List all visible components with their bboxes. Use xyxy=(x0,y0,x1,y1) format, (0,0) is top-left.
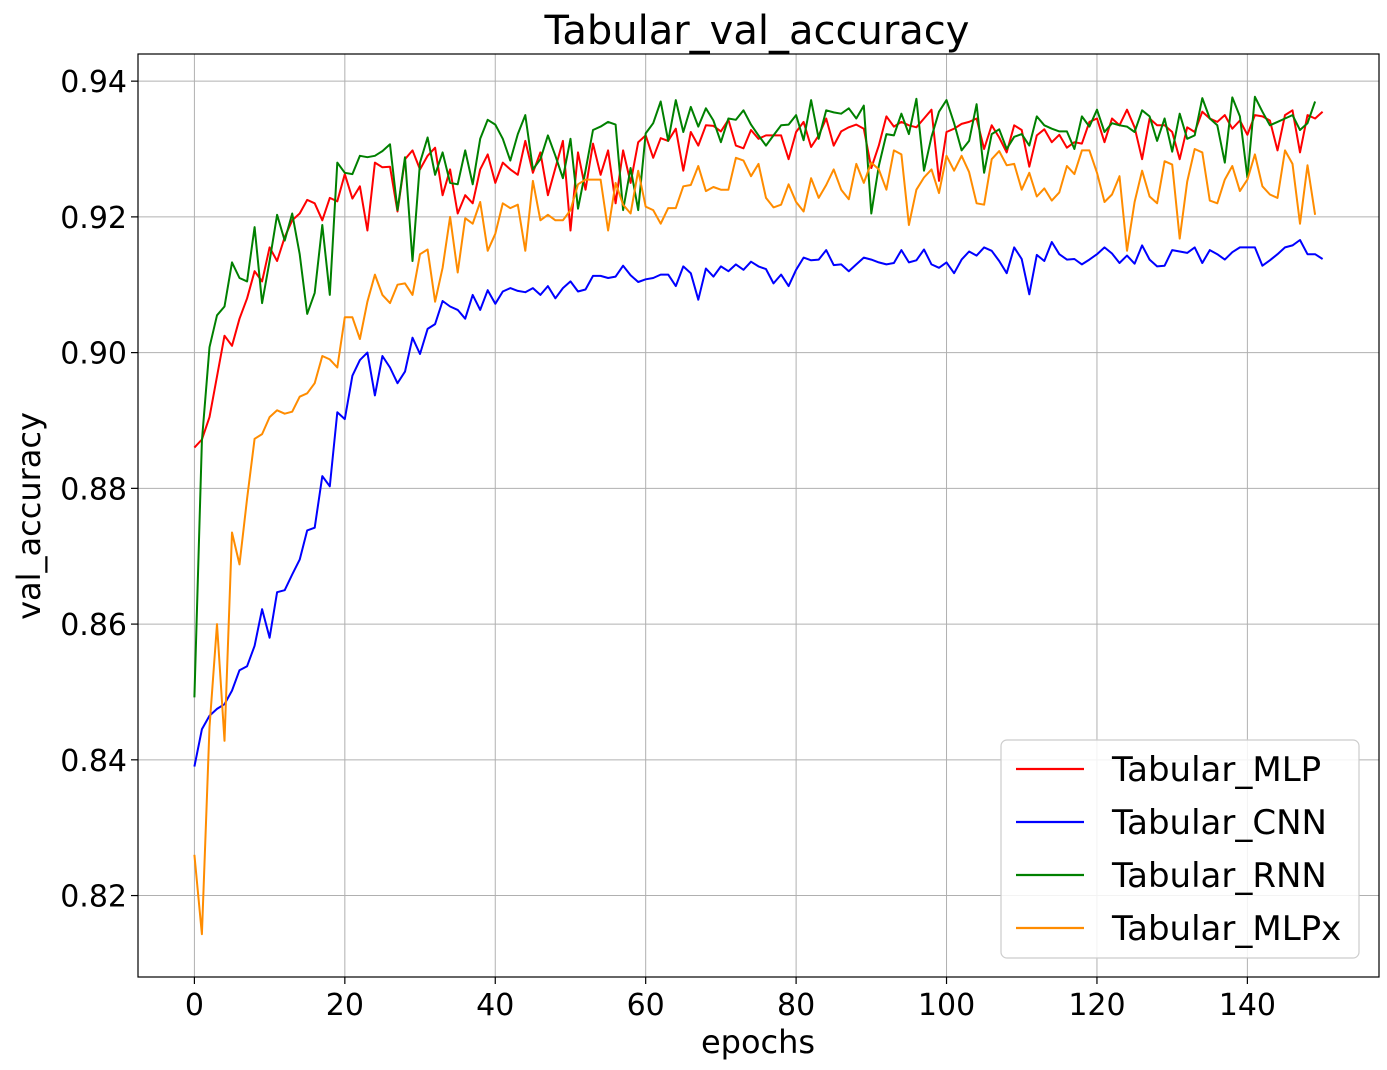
y-tick-label: 0.86 xyxy=(60,608,127,643)
x-tick-label: 140 xyxy=(1219,988,1276,1023)
y-tick-label: 0.94 xyxy=(60,65,127,100)
series-line-tabular-mlp xyxy=(193,108,1324,449)
axis-ticks: 0 20 40 60 80 100 120 140 0.82 0.84 0.86 0.88 0.90 0.… xyxy=(60,65,1276,1023)
x-tick-label: 60 xyxy=(627,988,665,1023)
series-line-tabular-mlpx xyxy=(193,148,1317,936)
x-tick-label: 80 xyxy=(777,988,815,1023)
x-tick-label: 40 xyxy=(476,988,514,1023)
y-tick-label: 0.82 xyxy=(60,880,127,915)
legend-label: Tabular_MLPx xyxy=(1111,909,1341,949)
series-line-tabular-cnn xyxy=(193,239,1324,767)
legend-label: Tabular_CNN xyxy=(1111,803,1327,843)
y-tick-label: 0.90 xyxy=(60,337,127,372)
plot-frame xyxy=(137,53,1380,978)
legend: Tabular_MLP Tabular_CNN Tabular_RNN Tabular… xyxy=(1000,739,1360,959)
series-line-tabular-rnn xyxy=(193,95,1317,698)
x-tick-label: 0 xyxy=(185,988,204,1023)
legend-label: Tabular_MLP xyxy=(1111,750,1321,790)
x-tick-label: 20 xyxy=(326,988,364,1023)
x-tick-label: 100 xyxy=(918,988,975,1023)
y-axis-title: val_accuracy xyxy=(10,412,48,620)
chart-title: Tabular_val_accuracy xyxy=(544,8,970,54)
legend-label: Tabular_RNN xyxy=(1111,856,1327,896)
y-tick-label: 0.84 xyxy=(60,744,127,779)
series-layer xyxy=(193,95,1324,936)
legend-box xyxy=(1000,739,1360,959)
x-tick-label: 120 xyxy=(1068,988,1125,1023)
y-tick-label: 0.88 xyxy=(60,472,127,507)
y-tick-label: 0.92 xyxy=(60,201,127,236)
x-axis-title: epochs xyxy=(701,1023,815,1061)
